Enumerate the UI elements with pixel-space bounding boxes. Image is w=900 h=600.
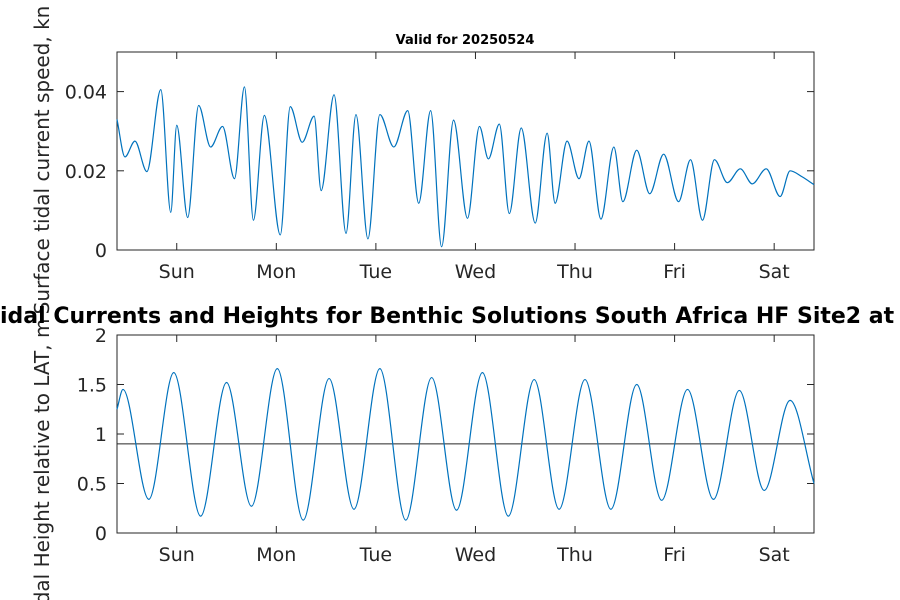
current-speed-title: Valid for 20250524 xyxy=(396,33,535,48)
y-tick-label: 0.5 xyxy=(77,474,107,496)
x-tick-label: Sun xyxy=(159,544,195,566)
current-speed-ylabel: Surface tidal current speed, kn xyxy=(30,6,54,315)
y-tick-label: 0 xyxy=(95,240,107,262)
x-tick-label: Sun xyxy=(159,261,195,283)
main-title: Tidal Currents and Heights for Benthic S… xyxy=(0,304,900,329)
current-speed-line xyxy=(116,86,815,248)
x-tick-label: Wed xyxy=(455,261,496,283)
y-tick-label: 1.5 xyxy=(77,375,107,397)
tidal-height-ylabel: Tidal Height relative to LAT, m xyxy=(30,319,54,600)
x-tick-label: Tue xyxy=(359,544,392,566)
tidal-height-panel: Sun Mon Tue Wed Thu Fri Sat 0 0.5 1 1.5 2 Tidal Hei… xyxy=(0,304,900,600)
x-tick-label: Mon xyxy=(256,544,296,566)
x-tick-label: Fri xyxy=(663,544,686,566)
y-tick-label: 1 xyxy=(95,424,107,446)
x-tick-label: Fri xyxy=(663,261,686,283)
current-speed-axes xyxy=(116,51,815,251)
x-tick-label: Thu xyxy=(556,544,593,566)
x-tick-label: Thu xyxy=(556,261,593,283)
y-tick-label: 0.02 xyxy=(65,161,107,183)
x-tick-label: Mon xyxy=(256,261,296,283)
current-speed-panel: Sun Mon Tue Wed Thu Fri Sat 0 0.02 0.04 Valid for… xyxy=(30,6,815,315)
x-tick-label: Wed xyxy=(455,544,496,566)
y-tick-label: 0.04 xyxy=(65,82,107,104)
tidal-height-ticks: Sun Mon Tue Wed Thu Fri Sat 0 0.5 1 1.5 2 xyxy=(77,325,814,566)
y-tick-label: 2 xyxy=(95,325,107,347)
x-tick-label: Sat xyxy=(759,544,790,566)
current-speed-ticks: Sun Mon Tue Wed Thu Fri Sat 0 0.02 0.04 xyxy=(65,52,814,283)
x-tick-label: Tue xyxy=(359,261,392,283)
y-tick-label: 0 xyxy=(95,523,107,545)
x-tick-label: Sat xyxy=(759,261,790,283)
tidal-height-axes xyxy=(116,334,815,534)
tidal-height-line xyxy=(116,368,815,521)
